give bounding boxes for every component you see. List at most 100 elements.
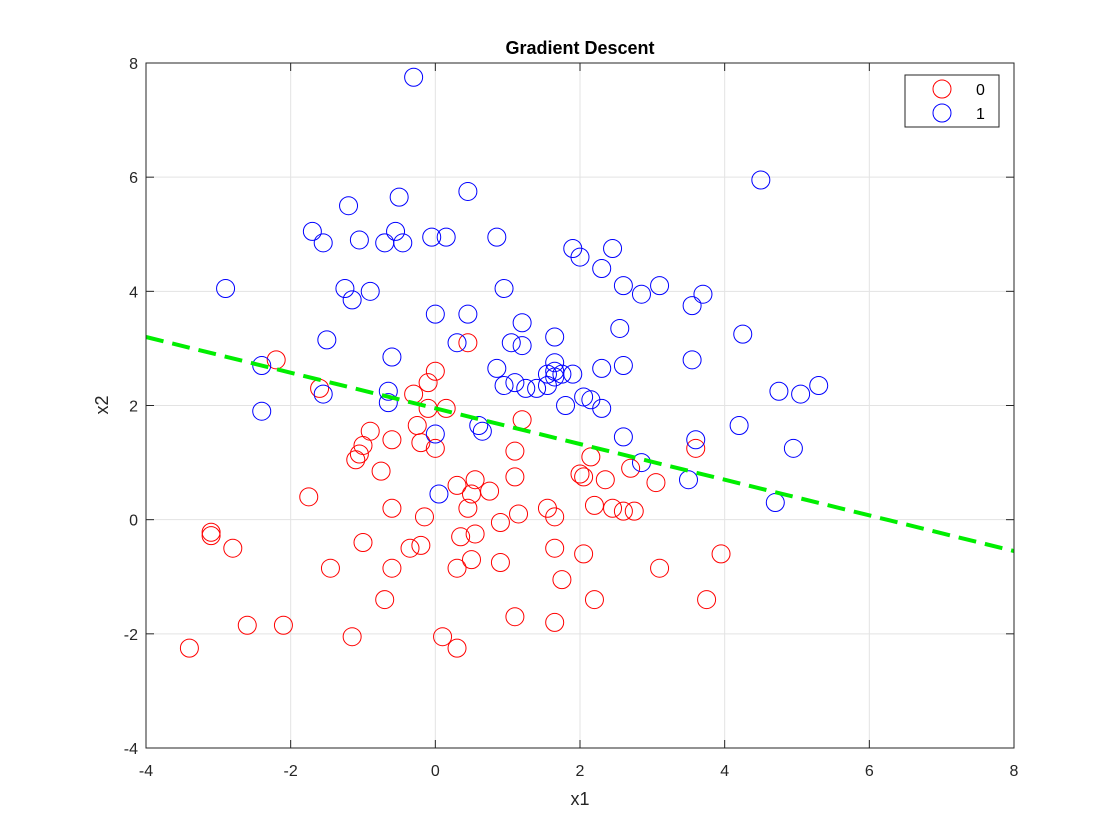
point-class-0 [458, 333, 478, 353]
point-class-1 [729, 415, 749, 435]
point-class-0 [505, 441, 525, 461]
point-class-1 [537, 376, 557, 396]
x-tick-label: -2 [284, 763, 298, 780]
point-class-0 [414, 507, 434, 527]
point-class-1 [349, 230, 369, 250]
point-class-0 [411, 433, 431, 453]
point-class-1 [556, 396, 576, 415]
x-tick-label: 4 [720, 763, 729, 780]
x-tick-label: 0 [431, 763, 440, 780]
tick-labels: -4 -2 0 2 4 6 8 -4 -2 0 2 4 6 8 [124, 56, 1019, 780]
point-class-1 [512, 336, 532, 356]
point-class-1 [545, 353, 565, 373]
point-class-1 [592, 259, 612, 278]
y-tick-label: 2 [129, 399, 138, 416]
point-class-0 [505, 467, 525, 487]
point-class-0 [574, 544, 594, 564]
point-class-1 [313, 384, 333, 404]
point-class-1 [545, 327, 565, 347]
decision-boundary [145, 335, 1015, 554]
x-tick-label: 6 [865, 763, 874, 780]
point-class-1 [769, 381, 789, 401]
legend-marker-1 [932, 103, 952, 123]
point-class-1 [631, 284, 651, 304]
point-class-1 [809, 376, 829, 396]
point-class-1 [342, 290, 362, 310]
point-class-1 [472, 421, 492, 441]
series-0 [179, 333, 731, 658]
point-class-0 [711, 544, 731, 564]
point-class-0 [411, 535, 431, 555]
point-class-1 [791, 384, 811, 404]
legend: 0 1 [904, 74, 1000, 128]
point-class-0 [462, 550, 481, 570]
point-class-0 [382, 430, 402, 450]
y-axis-label: x2 [92, 395, 112, 414]
point-class-0 [480, 481, 500, 501]
point-class-1 [505, 373, 525, 393]
point-class-1 [527, 378, 547, 398]
point-class-1 [693, 284, 713, 304]
point-class-0 [371, 461, 391, 481]
point-class-1 [679, 470, 698, 490]
point-class-1 [469, 415, 489, 435]
point-class-0 [509, 504, 529, 524]
point-class-0 [201, 526, 221, 546]
chart-title: Gradient Descent [505, 38, 654, 58]
point-class-1 [378, 381, 398, 401]
point-class-1 [389, 187, 409, 207]
point-class-0 [418, 373, 438, 393]
point-class-1 [252, 356, 272, 376]
point-class-1 [487, 227, 507, 247]
point-class-1 [378, 393, 398, 413]
point-class-0 [447, 558, 467, 578]
point-class-1 [425, 304, 445, 324]
point-class-1 [682, 296, 702, 316]
point-class-0 [382, 558, 402, 578]
point-class-0 [465, 524, 485, 544]
point-class-0 [451, 527, 471, 547]
point-class-0 [490, 552, 510, 572]
point-class-0 [458, 498, 478, 518]
point-class-0 [273, 615, 293, 635]
point-class-0 [570, 464, 590, 484]
point-class-1 [563, 364, 583, 384]
point-class-0 [462, 484, 481, 504]
point-class-0 [382, 498, 402, 518]
point-class-1 [216, 278, 236, 298]
point-class-0 [425, 438, 445, 458]
point-class-1 [516, 378, 536, 398]
point-class-1 [613, 356, 633, 376]
point-class-0 [595, 470, 615, 490]
point-class-1 [302, 221, 322, 241]
point-class-1 [603, 239, 623, 259]
point-class-1 [686, 430, 706, 450]
point-class-0 [266, 350, 286, 370]
x-tick-label: -4 [139, 763, 153, 780]
point-class-0 [179, 638, 199, 658]
legend-box [904, 74, 1000, 128]
y-tick-label: -2 [124, 627, 138, 644]
point-class-0 [201, 522, 221, 542]
y-tick-label: 8 [129, 56, 138, 73]
point-class-1 [360, 281, 380, 301]
legend-label-1: 1 [976, 106, 985, 123]
point-class-1 [610, 318, 630, 338]
point-class-1 [313, 233, 333, 253]
point-class-0 [299, 487, 319, 507]
legend-marker-0 [932, 79, 952, 99]
y-tick-label: 4 [129, 284, 138, 301]
y-tick-label: -4 [124, 741, 138, 758]
point-class-1 [317, 330, 337, 350]
point-class-0 [650, 558, 670, 578]
point-class-0 [433, 627, 453, 647]
point-class-0 [400, 538, 420, 558]
x-tick-label: 8 [1010, 763, 1019, 780]
series-1 [216, 67, 829, 513]
point-class-0 [346, 450, 366, 470]
point-class-1 [494, 376, 514, 396]
point-class-0 [342, 627, 362, 647]
point-class-0 [490, 513, 510, 533]
point-class-1 [494, 278, 514, 298]
